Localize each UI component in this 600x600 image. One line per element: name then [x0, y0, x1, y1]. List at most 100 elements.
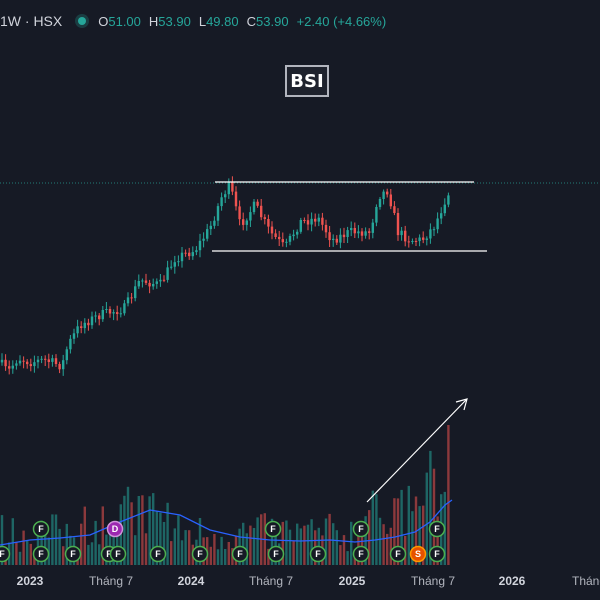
x-tick-jul-2024: Tháng 7: [249, 574, 293, 588]
candle-body: [15, 363, 18, 366]
volume-bar: [360, 524, 364, 565]
candle-body: [411, 241, 414, 242]
volume-bar: [177, 515, 180, 565]
financials-event-icon[interactable]: F: [231, 545, 249, 563]
symbol-interval[interactable]: 1W · HSX: [0, 13, 63, 29]
volume-bars: [0, 425, 450, 565]
financials-event-icon[interactable]: F: [264, 520, 282, 538]
volume-bar: [166, 502, 169, 565]
financials-event-icon[interactable]: F: [428, 520, 446, 538]
financials-event-icon[interactable]: F: [149, 545, 167, 563]
svg-text:F: F: [155, 549, 161, 559]
ohlc-header: 1W · HSX O 51.00 H 53.90 L 49.80 C 53.90 +2.…: [0, 10, 394, 32]
candle-body: [206, 229, 209, 239]
candle-body: [112, 312, 115, 314]
candle-body: [393, 206, 396, 213]
candle-body: [339, 234, 342, 243]
candle-body: [90, 316, 94, 326]
candle-body: [177, 261, 180, 263]
candle-body: [126, 297, 130, 304]
volume-bar: [62, 546, 65, 565]
candle-body: [47, 359, 50, 362]
volume-bar: [339, 545, 342, 565]
volume-bar: [87, 544, 90, 565]
volume-bar: [26, 540, 29, 565]
financials-event-icon[interactable]: F: [389, 545, 407, 563]
split-event-icon[interactable]: S: [409, 545, 427, 563]
candle-body: [98, 315, 101, 320]
high-label: H: [148, 13, 159, 29]
svg-text:F: F: [237, 549, 243, 559]
candle-body: [306, 220, 310, 225]
volume-bar: [51, 514, 54, 565]
volume-bar: [242, 522, 245, 565]
volume-bar: [123, 495, 126, 565]
trend-arrow[interactable]: [366, 398, 468, 503]
volume-bar: [159, 512, 162, 565]
financials-event-icon[interactable]: F: [32, 520, 50, 538]
candle-body: [368, 231, 371, 233]
candle-body: [407, 241, 410, 243]
volume-bar: [306, 524, 310, 565]
financials-event-icon[interactable]: F: [309, 545, 327, 563]
candle-body: [159, 279, 162, 282]
svg-text:F: F: [106, 549, 112, 559]
volume-bar: [22, 530, 25, 565]
candle-body: [184, 252, 187, 254]
candle-body: [288, 236, 292, 242]
volume-bar: [90, 542, 94, 565]
candle-body: [400, 230, 403, 236]
volume-bar: [425, 472, 428, 565]
candle-body: [436, 218, 439, 230]
candle-body: [213, 220, 216, 226]
x-tick-2025: 2025: [339, 574, 366, 588]
financials-event-icon[interactable]: F: [352, 545, 370, 563]
candle-body: [69, 338, 72, 350]
volume-bar: [65, 523, 68, 565]
candle-body: [227, 181, 230, 195]
financials-event-icon[interactable]: F: [267, 545, 285, 563]
dividend-event-icon[interactable]: D: [106, 520, 124, 538]
candle-body: [144, 280, 148, 283]
financials-event-icon[interactable]: F: [352, 520, 370, 538]
change-value: +2.40 (+4.66%): [296, 13, 387, 29]
candle-body: [198, 240, 202, 251]
candle-body: [141, 280, 144, 282]
x-tick-jul-2023: Tháng 7: [89, 574, 133, 588]
candle-body: [173, 262, 176, 267]
candle-body: [285, 241, 288, 243]
candle-body: [130, 297, 133, 299]
candle-body: [94, 315, 97, 317]
volume-bar: [184, 530, 187, 565]
candle-body: [281, 239, 284, 243]
candle-body: [155, 281, 158, 284]
market-status-icon: [78, 17, 87, 25]
svg-text:F: F: [358, 524, 364, 534]
candle-body: [8, 366, 11, 369]
candle-body: [332, 238, 335, 240]
volume-bar: [346, 551, 349, 565]
candle-body: [342, 234, 346, 238]
candle-body: [328, 232, 331, 241]
candle-body: [231, 181, 234, 192]
financials-event-icon[interactable]: F: [0, 545, 11, 563]
candle-body: [216, 206, 220, 221]
close-value: 53.90: [256, 13, 289, 29]
financials-event-icon[interactable]: F: [64, 545, 82, 563]
volume-bar: [126, 486, 130, 565]
financials-event-icon[interactable]: F: [428, 545, 446, 563]
candle-body: [335, 238, 338, 243]
candle-body: [4, 359, 7, 367]
financials-event-icon[interactable]: F: [191, 545, 209, 563]
candle-body: [245, 220, 248, 225]
candle-body: [76, 326, 79, 334]
volume-bar: [422, 505, 425, 565]
financials-event-icon[interactable]: F: [32, 545, 50, 563]
candle-body: [40, 358, 43, 360]
volume-bar: [270, 518, 274, 565]
financials-event-icon[interactable]: F: [109, 545, 127, 563]
volume-bar: [209, 546, 212, 565]
low-label: L: [198, 13, 207, 29]
ticker-label[interactable]: BSI: [285, 65, 329, 97]
